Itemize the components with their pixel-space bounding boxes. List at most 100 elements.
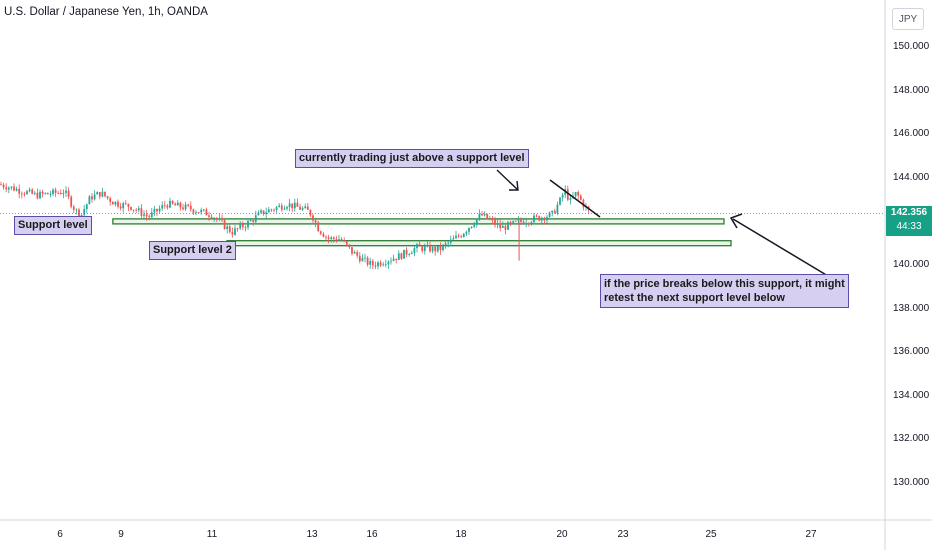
candle-body: [20, 193, 23, 195]
y-tick-label: 136.000: [893, 346, 930, 358]
candle-body: [57, 192, 60, 194]
candle-body: [574, 192, 577, 197]
candle-body: [122, 203, 125, 209]
candle-body: [228, 226, 231, 233]
candle-body: [218, 218, 221, 220]
candle-body: [413, 248, 416, 253]
candle-body: [434, 246, 437, 252]
candle-body: [275, 207, 278, 210]
candle-body: [384, 264, 387, 266]
candle-body: [161, 205, 164, 209]
y-tick-label: 140.000: [893, 259, 930, 270]
candle-body: [309, 209, 312, 216]
x-tick-label: 16: [366, 529, 378, 540]
candle-body: [501, 225, 504, 228]
candle-body: [421, 246, 424, 251]
candle-body: [143, 214, 145, 216]
candle-body: [423, 246, 426, 251]
candle-body: [44, 192, 47, 194]
candle-body: [369, 260, 372, 265]
candle-body: [135, 209, 138, 211]
candle-body: [496, 223, 499, 225]
candle-body: [150, 212, 153, 218]
candle-body: [444, 243, 447, 245]
candle-body: [200, 209, 203, 213]
candle-body: [530, 222, 533, 224]
candle-body: [548, 212, 551, 218]
support-level-2-label: Support level 2: [149, 241, 236, 260]
candle-body: [551, 210, 554, 213]
candle-body: [13, 186, 15, 191]
candle-body: [332, 237, 335, 240]
candle-body: [262, 210, 265, 215]
candle-body: [158, 208, 161, 212]
candle-body: [265, 212, 268, 215]
candle-body: [10, 186, 13, 188]
candle-body: [410, 252, 413, 255]
x-tick-label: 6: [57, 529, 63, 540]
candle-body: [533, 215, 535, 223]
candle-body: [582, 199, 585, 208]
candle-body: [538, 216, 541, 221]
candle-body: [130, 206, 132, 210]
candle-body: [215, 217, 218, 220]
candle-body: [184, 204, 187, 210]
candle-body: [52, 189, 54, 195]
candle-body: [356, 252, 359, 256]
x-tick-label: 11: [206, 529, 218, 540]
candle-body: [296, 202, 299, 207]
candle-body: [364, 257, 366, 259]
candle-body: [449, 239, 452, 243]
support-level-label: Support level: [14, 216, 92, 235]
candle-body: [132, 209, 135, 211]
candle-body: [15, 188, 18, 191]
candle-body: [0, 184, 2, 186]
x-tick-label: 20: [556, 529, 568, 540]
candle-body: [117, 201, 119, 207]
candle-body: [514, 220, 517, 222]
breakdown-note: if the price breaks below this support, …: [600, 274, 849, 308]
candle-body: [260, 210, 262, 213]
candle-body: [343, 240, 346, 242]
candle-body: [416, 244, 418, 249]
y-tick-label: 138.000: [893, 302, 930, 314]
candle-body: [98, 192, 101, 197]
candle-body: [351, 247, 353, 254]
candle-body: [522, 221, 525, 225]
candle-body: [392, 258, 395, 261]
candle-body: [163, 205, 166, 206]
candle-body: [171, 200, 174, 204]
support-zone-1: [112, 218, 725, 225]
candle-body: [338, 239, 340, 241]
candle-body: [39, 191, 41, 199]
candle-body: [62, 192, 65, 195]
candle-body: [304, 206, 307, 209]
candle-body: [283, 208, 286, 210]
candle-body: [400, 253, 403, 259]
candle-body: [504, 225, 507, 230]
candle-body: [85, 204, 88, 210]
candle-body: [270, 209, 273, 211]
candle-body: [234, 228, 236, 235]
candle-body: [452, 238, 455, 240]
note-arrow-line: [496, 169, 519, 191]
candle-body: [470, 226, 473, 228]
x-tick-label: 23: [617, 529, 629, 540]
candle-body: [59, 192, 62, 195]
candle-body: [462, 233, 465, 237]
candle-body: [127, 203, 130, 207]
candle-body: [325, 236, 327, 238]
candle-body: [488, 218, 491, 220]
candle-body: [460, 236, 463, 238]
candle-body: [499, 223, 502, 228]
candle-body: [65, 190, 67, 193]
candle-body: [208, 215, 210, 217]
currency-button[interactable]: JPY: [892, 8, 924, 30]
candle-body: [189, 205, 192, 210]
last-price-label: 142.356 44:33: [886, 206, 932, 236]
candle-body: [475, 219, 478, 225]
candle-body: [124, 203, 127, 205]
candle-body: [254, 215, 257, 222]
